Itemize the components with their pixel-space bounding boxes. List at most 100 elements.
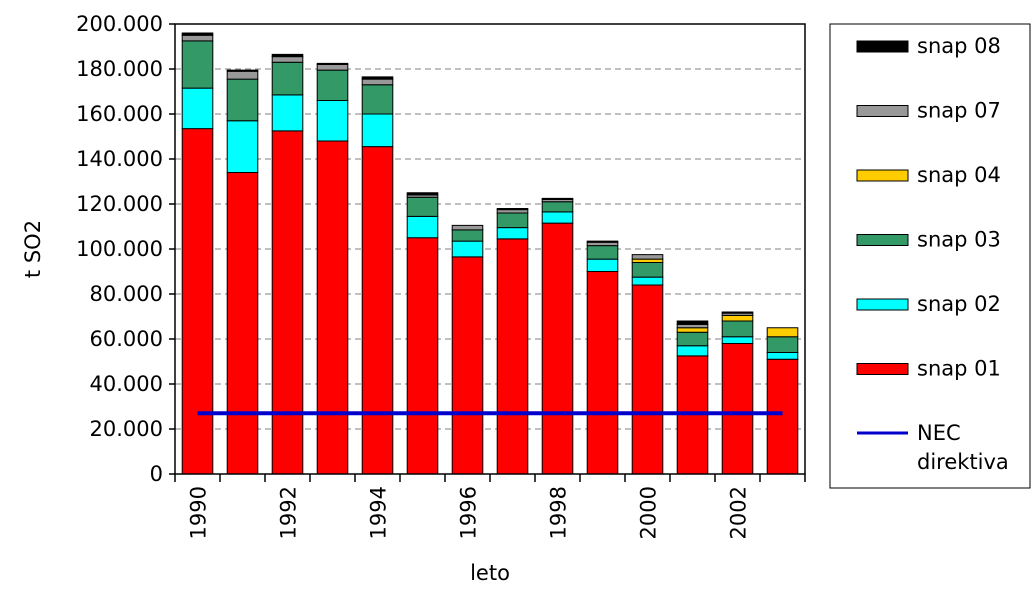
legend-swatch	[856, 234, 909, 246]
y-tick-label: 60.000	[90, 327, 163, 351]
bar-segment	[316, 62, 349, 65]
bar-segment	[496, 209, 529, 214]
bar-segment	[721, 314, 754, 322]
bar-segment	[631, 258, 664, 263]
legend-label: snap 04	[917, 163, 1001, 187]
bar-segment	[541, 211, 574, 224]
y-tick-label: 120.000	[76, 192, 163, 216]
bar-segment	[631, 284, 664, 475]
bar-segment	[406, 237, 439, 475]
y-axis-title: t SO2	[21, 220, 45, 278]
bar-segment	[271, 53, 304, 58]
x-tick-label: 2000	[637, 486, 661, 539]
bar-segment	[316, 64, 349, 71]
bar-segment	[451, 256, 484, 475]
bar-segment	[316, 140, 349, 475]
x-tick-label: 1990	[187, 486, 211, 539]
bar-segment	[406, 196, 439, 217]
legend-label: snap 01	[917, 357, 1001, 381]
bar-segment	[676, 320, 709, 325]
bar-segment	[631, 276, 664, 286]
bar-segment	[226, 70, 259, 80]
bar-segment	[586, 240, 619, 243]
bar-segment	[541, 197, 574, 200]
y-tick-label: 80.000	[90, 282, 163, 306]
legend-label: snap 03	[917, 228, 1001, 252]
bar-segment	[631, 254, 664, 260]
bar-segment	[271, 61, 304, 96]
bar-segment	[496, 238, 529, 475]
bar-segment	[226, 69, 259, 72]
bar-segment	[721, 311, 754, 314]
legend-label: snap 07	[917, 99, 1001, 123]
y-tick-label: 40.000	[90, 372, 163, 396]
bar-segment	[316, 100, 349, 142]
bar-segment	[676, 323, 709, 329]
bar-segment	[766, 352, 799, 360]
x-tick-label: 1996	[457, 486, 481, 539]
legend-swatch	[856, 363, 909, 375]
bar-segment	[541, 222, 574, 475]
bar-segment	[766, 327, 799, 338]
legend-label: snap 08	[917, 34, 1001, 58]
x-axis: 1990 1992 1994 1996 1998 2000 2002	[174, 474, 806, 539]
bar-segment	[181, 32, 214, 36]
y-tick-label: 0	[150, 462, 163, 486]
y-tick-label: 140.000	[76, 147, 163, 171]
bar-segment	[361, 113, 394, 148]
y-tick-label: 180.000	[76, 57, 163, 81]
bar-segment	[676, 331, 709, 347]
x-tick-label: 2002	[727, 486, 751, 539]
y-tick-label: 160.000	[76, 102, 163, 126]
bar-segment	[271, 94, 304, 132]
bar-segment	[181, 87, 214, 130]
bar-segment	[766, 336, 799, 353]
bar-segment	[181, 34, 214, 42]
legend-label: direktiva	[917, 450, 1009, 474]
x-tick-label: 1998	[547, 486, 571, 539]
legend-swatch	[856, 105, 909, 117]
y-tick-label: 200.000	[76, 12, 163, 36]
bar-segment	[361, 78, 394, 86]
legend-swatch	[856, 298, 909, 311]
bar-segment	[721, 343, 754, 475]
bar-segment	[451, 224, 484, 231]
bar-segment	[406, 215, 439, 239]
bar-segment	[586, 245, 619, 260]
bar-segment	[496, 227, 529, 240]
legend-swatch	[856, 169, 909, 182]
legend: snap 08 snap 07 snap 04 snap 03 snap 02 snap …	[829, 23, 1031, 489]
bar-segment	[226, 120, 259, 173]
bar-segment	[676, 327, 709, 333]
bar-segment	[496, 208, 529, 211]
bars	[181, 32, 799, 475]
legend-label: NEC	[917, 421, 961, 445]
gridlines	[175, 68, 805, 430]
bar-segment	[181, 40, 214, 89]
bar-segment	[766, 358, 799, 475]
bar-segment	[226, 172, 259, 475]
bar-segment	[451, 240, 484, 258]
bar-segment	[451, 229, 484, 242]
x-tick-label: 1994	[367, 486, 391, 539]
y-tick-label: 100.000	[76, 237, 163, 261]
bar-segment	[586, 258, 619, 272]
bar-segment	[631, 262, 664, 278]
bar-segment	[361, 76, 394, 80]
bar-segment	[406, 192, 439, 196]
bar-segment	[271, 130, 304, 475]
bar-segment	[316, 69, 349, 101]
bar-segment	[586, 241, 619, 247]
bar-segment	[181, 128, 214, 475]
x-axis-title: leto	[470, 561, 510, 585]
bar-segment	[496, 212, 529, 229]
legend-frame	[829, 23, 1031, 489]
bar-segment	[361, 84, 394, 115]
legend-label: snap 02	[917, 292, 1001, 316]
bar-segment	[361, 146, 394, 475]
legend-swatch	[856, 40, 909, 53]
bar-segment	[586, 271, 619, 475]
bar-segment	[676, 345, 709, 357]
bar-segment	[721, 320, 754, 338]
